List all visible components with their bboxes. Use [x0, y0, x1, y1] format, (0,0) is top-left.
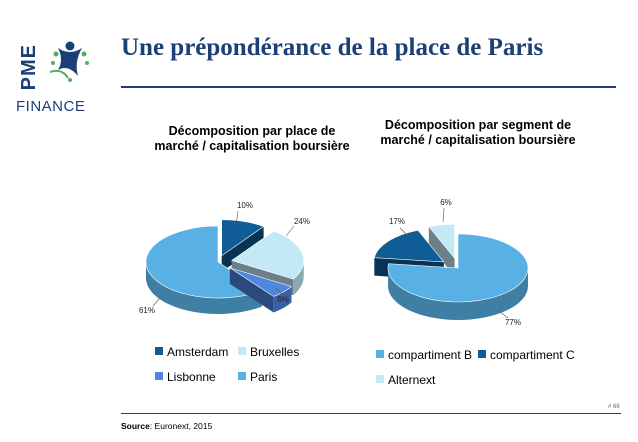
legend-label-bruxelles: Bruxelles: [250, 345, 300, 359]
leader-line-compartiment-c: [399, 227, 409, 237]
leader-line-amsterdam: [235, 210, 239, 227]
data-label-compartiment-b: 77%: [505, 318, 521, 327]
legend-label-paris: Paris: [250, 370, 278, 384]
legend-label-amsterdam: Amsterdam: [167, 345, 229, 359]
data-label-lisbonne: 6%: [277, 295, 289, 304]
leader-line-lisbonne: [275, 287, 283, 295]
title-divider: [121, 86, 616, 88]
data-label-amsterdam: 10%: [237, 201, 253, 210]
legend-item-compartiment-c: compartiment C: [478, 348, 575, 362]
legend-label-alternext: Alternext: [388, 373, 436, 387]
logo-mark-icon: [49, 41, 89, 82]
legend-swatch-bruxelles: [238, 347, 246, 355]
leader-line-bruxelles: [285, 225, 295, 237]
legend-item-compartiment-b: compartiment B: [376, 348, 472, 362]
pie-chart-places: 10% 24% 6% 61%: [139, 201, 310, 315]
legend-item-paris: Paris: [238, 370, 277, 384]
legend-swatch-compartiment-c: [478, 350, 486, 358]
chart2-title: Décomposition par segment de marché / ca…: [380, 118, 576, 147]
legend-item-amsterdam: Amsterdam: [155, 345, 228, 359]
legend-swatch-compartiment-b: [376, 350, 384, 358]
legend-swatch-paris: [238, 372, 246, 380]
data-label-paris: 61%: [139, 306, 155, 315]
leader-line-alternext: [442, 207, 445, 223]
legend-label-compartiment-b: compartiment B: [388, 348, 473, 362]
footer-divider: [121, 413, 621, 414]
legend-swatch-alternext: [376, 375, 384, 383]
legend-item-lisbonne: Lisbonne: [155, 370, 216, 384]
legend-item-alternext: Alternext: [376, 373, 435, 387]
leader-line-compartiment-b: [499, 311, 509, 319]
source-label: Source: [121, 421, 150, 431]
legend-swatch-amsterdam: [155, 347, 163, 355]
legend-item-bruxelles: Bruxelles: [238, 345, 299, 359]
data-label-compartiment-c: 17%: [389, 217, 405, 226]
pie-chart-segments: 77% 17% 6%: [373, 198, 529, 327]
legend-label-lisbonne: Lisbonne: [167, 370, 216, 384]
legend-swatch-lisbonne: [155, 372, 163, 380]
logo-text-finance: FINANCE: [16, 98, 86, 115]
pie-slice-lisbonne: [229, 267, 293, 313]
page-number: # 66: [608, 404, 620, 410]
source-text: : Euronext, 2015: [149, 421, 213, 431]
source-note: Source: Euronext, 2015: [121, 421, 212, 431]
chart1-title: Décomposition par place de marché / capi…: [154, 124, 350, 153]
slide-title: Une prépondérance de la place de Paris: [121, 34, 544, 61]
pme-finance-logo: PME FINANCE: [8, 18, 104, 115]
data-label-bruxelles: 24%: [294, 217, 310, 226]
legend-label-compartiment-c: compartiment C: [490, 348, 575, 362]
pie-slice-compartiment-b: [387, 233, 529, 320]
leader-line-paris: [152, 297, 161, 307]
data-label-alternext: 6%: [440, 198, 452, 207]
pie-slice-alternext: [428, 223, 455, 277]
